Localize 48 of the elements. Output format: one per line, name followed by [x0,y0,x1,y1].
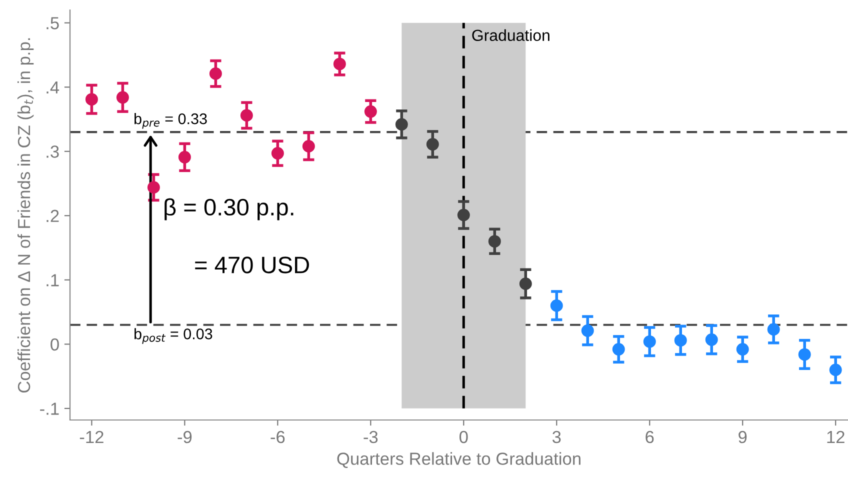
y-tick-label: .5 [46,17,59,30]
point [302,140,315,152]
x-axis-title: Quarters Relative to Graduation [337,452,580,468]
point [519,278,532,290]
point [612,343,625,356]
y-axis-title: Coefficient on Δ N of Friends in CZ (b$_{t}$), in p.p. [17,38,34,393]
point [829,364,842,376]
point [798,348,811,361]
point [674,334,687,347]
point [85,93,98,106]
point [550,299,563,312]
point [209,67,222,80]
ref-line-label: Graduation [472,29,550,42]
point [736,343,749,356]
x-tick-label: -9 [178,430,192,444]
point [457,208,470,222]
point [178,150,191,164]
point [147,181,160,194]
point [643,335,656,348]
annotation: β = 0.30 p.p. [164,198,294,220]
ref-line-label: b$_{post}$ = 0.03 [134,328,212,344]
y-tick-label: .3 [46,146,59,158]
point [364,105,377,118]
annotation: = 470 USD [195,256,310,274]
y-tick-label: -.1 [40,402,59,415]
x-tick-label: 12 [827,430,844,443]
x-tick-label: -12 [80,430,104,443]
point [333,58,346,70]
y-tick-label: 0 [50,338,59,351]
x-tick-label: -3 [364,430,378,444]
point [705,333,718,346]
point [581,324,594,337]
point [767,323,780,336]
y-tick-label: .1 [46,274,59,286]
point [116,91,129,104]
x-tick-label: 3 [552,430,561,444]
x-tick-label: 0 [460,430,468,444]
y-tick-label: .2 [46,210,59,222]
x-tick-label: 6 [646,430,654,444]
point [395,118,408,131]
x-tick-label: 9 [738,430,747,444]
ref-line-label: b$_{pre}$ = 0.33 [134,113,207,129]
point [271,147,284,160]
x-tick-label: -6 [270,430,285,444]
point [488,235,501,248]
y-tick-label: .4 [46,81,60,94]
point [240,109,253,122]
point [426,138,439,151]
